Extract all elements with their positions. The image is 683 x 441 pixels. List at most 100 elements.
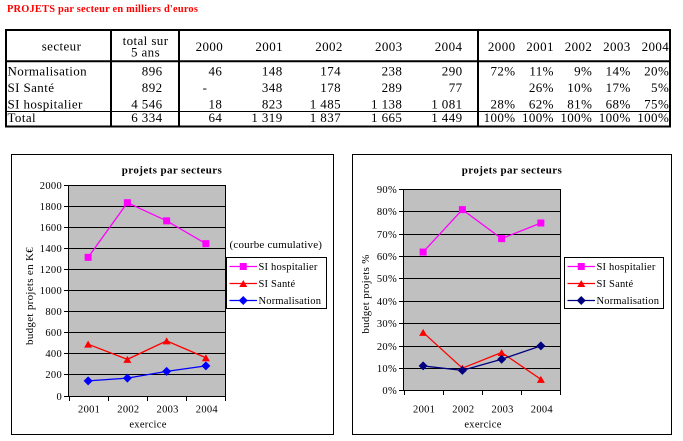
svg-text:(courbe cumulative): (courbe cumulative): [230, 239, 323, 251]
svg-text:Normalisation: Normalisation: [8, 64, 88, 79]
svg-text:2003: 2003: [157, 405, 179, 416]
svg-text:2004: 2004: [435, 39, 463, 54]
svg-text:1 081: 1 081: [431, 96, 462, 111]
svg-text:81%: 81%: [567, 96, 592, 111]
svg-text:2002: 2002: [315, 39, 343, 54]
svg-text:174: 174: [320, 64, 341, 79]
svg-text:80%: 80%: [377, 207, 397, 218]
svg-text:64: 64: [208, 110, 222, 125]
svg-text:SI Santé: SI Santé: [259, 279, 296, 290]
svg-text:2001: 2001: [526, 39, 554, 54]
svg-text:2002: 2002: [452, 405, 474, 416]
svg-text:100%: 100%: [599, 110, 631, 125]
svg-text:100%: 100%: [484, 110, 516, 125]
svg-text:20%: 20%: [377, 342, 397, 353]
svg-text:68%: 68%: [606, 96, 631, 111]
svg-text:100%: 100%: [522, 110, 554, 125]
svg-text:2004: 2004: [642, 39, 670, 54]
svg-text:90%: 90%: [377, 185, 397, 196]
svg-text:-: -: [203, 80, 208, 95]
svg-text:2002: 2002: [117, 405, 139, 416]
svg-text:348: 348: [262, 80, 283, 95]
svg-text:0%: 0%: [382, 386, 397, 397]
svg-text:1000: 1000: [40, 286, 62, 297]
svg-text:1 319: 1 319: [251, 110, 282, 125]
svg-text:178: 178: [320, 80, 341, 95]
svg-text:46: 46: [208, 64, 222, 79]
svg-text:200: 200: [45, 370, 62, 381]
svg-text:0: 0: [56, 392, 62, 403]
svg-text:exercice: exercice: [464, 420, 501, 431]
svg-text:77: 77: [449, 80, 463, 95]
svg-text:289: 289: [382, 80, 403, 95]
svg-text:40%: 40%: [377, 297, 397, 308]
svg-text:400: 400: [45, 349, 62, 360]
svg-text:budget projets %: budget projets %: [360, 254, 372, 333]
svg-text:2002: 2002: [565, 39, 593, 54]
svg-text:1 837: 1 837: [310, 110, 341, 125]
svg-text:total sur: total sur: [123, 33, 169, 48]
svg-text:600: 600: [45, 328, 62, 339]
svg-text:50%: 50%: [377, 274, 397, 285]
svg-text:1 665: 1 665: [371, 110, 402, 125]
svg-text:2000: 2000: [488, 39, 516, 54]
svg-text:SI hospitalier: SI hospitalier: [597, 262, 656, 273]
svg-text:1 485: 1 485: [310, 96, 341, 111]
svg-text:9%: 9%: [574, 64, 592, 79]
svg-text:896: 896: [142, 64, 163, 79]
svg-text:2001: 2001: [255, 39, 283, 54]
svg-text:1400: 1400: [40, 244, 62, 255]
svg-text:238: 238: [382, 64, 403, 79]
svg-text:budget projets en K€: budget projets en K€: [24, 247, 36, 345]
svg-text:projets par secteurs: projets par secteurs: [462, 165, 563, 177]
svg-text:892: 892: [142, 80, 163, 95]
svg-text:26%: 26%: [529, 80, 554, 95]
svg-text:100%: 100%: [560, 110, 592, 125]
svg-text:projets par secteurs: projets par secteurs: [122, 165, 223, 177]
svg-text:72%: 72%: [490, 64, 515, 79]
svg-text:20%: 20%: [644, 64, 669, 79]
svg-text:2004: 2004: [531, 405, 554, 416]
svg-text:800: 800: [45, 307, 62, 318]
svg-text:10%: 10%: [377, 364, 397, 375]
svg-text:exercice: exercice: [129, 420, 166, 431]
svg-text:75%: 75%: [644, 96, 669, 111]
svg-text:2003: 2003: [603, 39, 631, 54]
svg-text:6 334: 6 334: [131, 110, 162, 125]
svg-text:1 138: 1 138: [371, 96, 402, 111]
svg-text:Normalisation: Normalisation: [259, 296, 322, 307]
svg-text:2003: 2003: [492, 405, 514, 416]
svg-text:70%: 70%: [377, 230, 397, 241]
svg-text:148: 148: [262, 64, 283, 79]
svg-text:SI Santé: SI Santé: [597, 279, 634, 290]
svg-text:30%: 30%: [377, 319, 397, 330]
svg-text:2004: 2004: [196, 405, 219, 416]
svg-text:62%: 62%: [529, 96, 554, 111]
svg-text:SI Santé: SI Santé: [8, 80, 55, 95]
svg-text:28%: 28%: [490, 96, 515, 111]
svg-text:10%: 10%: [567, 80, 592, 95]
svg-text:11%: 11%: [529, 64, 554, 79]
svg-text:290: 290: [442, 64, 463, 79]
svg-text:5%: 5%: [651, 80, 669, 95]
svg-text:823: 823: [262, 96, 283, 111]
svg-text:100%: 100%: [637, 110, 669, 125]
svg-text:5 ans: 5 ans: [131, 45, 160, 60]
svg-text:4 546: 4 546: [131, 96, 162, 111]
svg-text:Normalisation: Normalisation: [597, 296, 660, 307]
svg-text:SI hospitalier: SI hospitalier: [8, 96, 84, 111]
svg-text:2001: 2001: [413, 405, 435, 416]
svg-text:secteur: secteur: [42, 39, 82, 54]
svg-text:1800: 1800: [40, 202, 62, 213]
svg-text:1600: 1600: [40, 223, 62, 234]
svg-text:18: 18: [208, 96, 222, 111]
svg-text:2003: 2003: [375, 39, 403, 54]
svg-text:60%: 60%: [377, 252, 397, 263]
svg-text:SI hospitalier: SI hospitalier: [259, 262, 318, 273]
svg-text:1 449: 1 449: [431, 110, 462, 125]
svg-text:2000: 2000: [196, 39, 224, 54]
svg-text:2000: 2000: [40, 181, 62, 192]
svg-text:2001: 2001: [78, 405, 100, 416]
svg-text:1200: 1200: [40, 265, 62, 276]
svg-text:17%: 17%: [606, 80, 631, 95]
